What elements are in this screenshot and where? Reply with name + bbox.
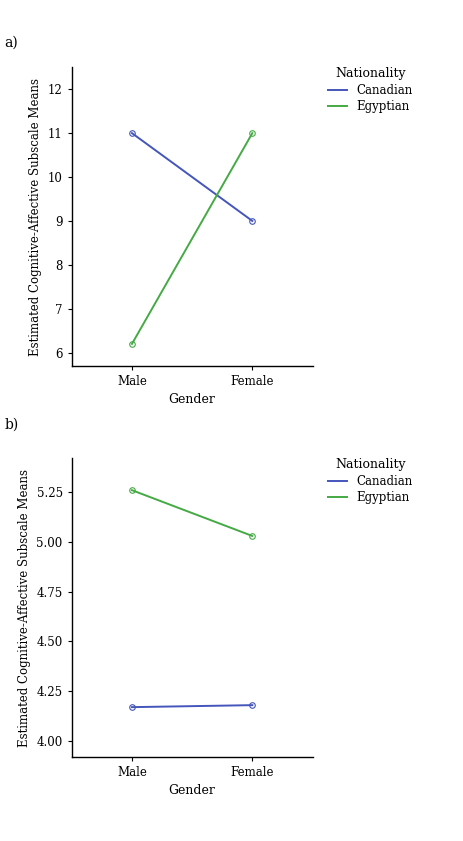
Y-axis label: Estimated Cognitive-Affective Subscale Means: Estimated Cognitive-Affective Subscale M… [29,77,42,356]
X-axis label: Gender: Gender [169,785,216,797]
X-axis label: Gender: Gender [169,394,216,406]
Text: a): a) [5,35,19,50]
Legend: Canadian, Egyptian: Canadian, Egyptian [328,67,413,114]
Text: b): b) [5,418,19,432]
Legend: Canadian, Egyptian: Canadian, Egyptian [328,458,413,505]
Y-axis label: Estimated Cognitive-Affective Subscale Means: Estimated Cognitive-Affective Subscale M… [18,468,31,747]
